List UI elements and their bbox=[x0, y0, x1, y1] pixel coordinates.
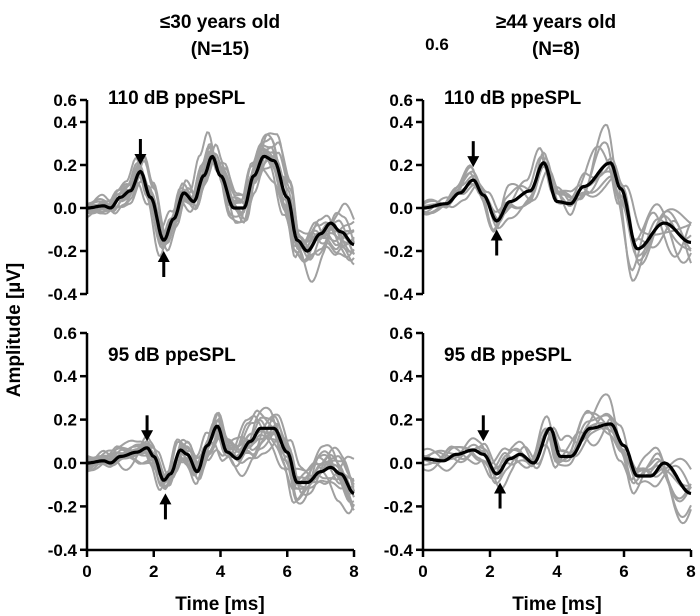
y-tick-label: 0.4 bbox=[53, 113, 77, 132]
y-tick-label: 0.0 bbox=[389, 199, 413, 218]
mean-trace bbox=[86, 154, 355, 253]
stray-tick-label: 0.6 bbox=[425, 35, 449, 54]
individual-trace bbox=[422, 412, 692, 490]
y-tick-label: -0.4 bbox=[48, 285, 78, 304]
arrow-up-icon bbox=[494, 482, 507, 509]
y-tick-label: -0.4 bbox=[384, 541, 414, 560]
arrow-up-icon bbox=[159, 493, 172, 520]
panel-label: 110 dB ppeSPL bbox=[444, 88, 582, 109]
y-tick-label: -0.2 bbox=[384, 497, 413, 516]
arrow-down-icon bbox=[467, 141, 480, 168]
group-title-old: ≥44 years old bbox=[496, 12, 616, 33]
group-n-old: (N=8) bbox=[532, 39, 580, 60]
x-tick-label: 4 bbox=[216, 562, 226, 581]
individual-trace bbox=[86, 151, 355, 251]
y-tick-label: 0.0 bbox=[389, 454, 413, 473]
y-tick-label: -0.2 bbox=[48, 242, 77, 261]
mean-trace bbox=[86, 424, 355, 495]
arrow-up-icon bbox=[490, 229, 503, 256]
group-n-young: (N=15) bbox=[191, 39, 250, 60]
arrow-down-icon bbox=[477, 415, 490, 442]
y-tick-label: 0.2 bbox=[53, 411, 77, 430]
x-tick-label: 0 bbox=[418, 562, 427, 581]
y-tick-label: 0.6 bbox=[53, 91, 77, 110]
x-tick-label: 8 bbox=[349, 562, 358, 581]
x-tick-label: 0 bbox=[82, 562, 91, 581]
x-tick-label: 8 bbox=[686, 562, 695, 581]
x-tick-label: 6 bbox=[619, 562, 628, 581]
y-tick-label: -0.4 bbox=[384, 285, 414, 304]
y-axis-label: Amplitude [µV] bbox=[4, 263, 25, 397]
y-tick-label: 0.2 bbox=[389, 156, 413, 175]
individual-trace bbox=[422, 141, 692, 272]
y-tick-label: -0.4 bbox=[48, 541, 78, 560]
y-tick-label: 0.6 bbox=[53, 324, 77, 343]
y-tick-label: -0.2 bbox=[384, 242, 413, 261]
y-tick-label: 0.0 bbox=[53, 199, 77, 218]
x-axis-label-right: Time [ms] bbox=[512, 594, 601, 615]
panel-2: -0.4 -0.2 0.0 0.2 0.4 0.6 0 2 4 6 8 95 dB ppeSPL bbox=[48, 324, 359, 581]
y-tick-label: 0.4 bbox=[53, 367, 77, 386]
y-tick-label: 0.0 bbox=[53, 454, 77, 473]
panel-label: 110 dB ppeSPL bbox=[108, 88, 246, 109]
y-tick-label: 0.2 bbox=[389, 411, 413, 430]
x-tick-label: 6 bbox=[283, 562, 292, 581]
panel-label: 95 dB ppeSPL bbox=[444, 345, 572, 366]
panel-label: 95 dB ppeSPL bbox=[108, 345, 236, 366]
y-tick-label: -0.2 bbox=[48, 497, 77, 516]
panel-0: -0.4 -0.2 0.0 0.2 0.4 0.6 110 dB ppeSPL bbox=[48, 88, 355, 304]
mean-trace bbox=[422, 161, 692, 251]
y-tick-label: 0.6 bbox=[389, 324, 413, 343]
y-tick-label: 0.4 bbox=[389, 367, 413, 386]
arrow-down-icon bbox=[141, 415, 154, 442]
panel-3: -0.4 -0.2 0.0 0.2 0.4 0.6 0 2 4 6 8 95 dB ppeSPL bbox=[384, 324, 696, 581]
group-title-young: ≤30 years old bbox=[160, 12, 280, 33]
arrow-up-icon bbox=[157, 251, 170, 277]
panel-1: -0.4 -0.2 0.0 0.2 0.4 0.6 110 dB ppeSPL bbox=[384, 88, 692, 304]
x-tick-label: 4 bbox=[552, 562, 562, 581]
x-tick-label: 2 bbox=[485, 562, 494, 581]
x-axis-label-left: Time [ms] bbox=[175, 594, 264, 615]
arrow-down-icon bbox=[134, 139, 147, 165]
y-tick-label: 0.4 bbox=[389, 113, 413, 132]
y-tick-label: 0.6 bbox=[389, 91, 413, 110]
x-tick-label: 2 bbox=[149, 562, 158, 581]
y-tick-label: 0.2 bbox=[53, 156, 77, 175]
mean-trace bbox=[422, 422, 692, 495]
